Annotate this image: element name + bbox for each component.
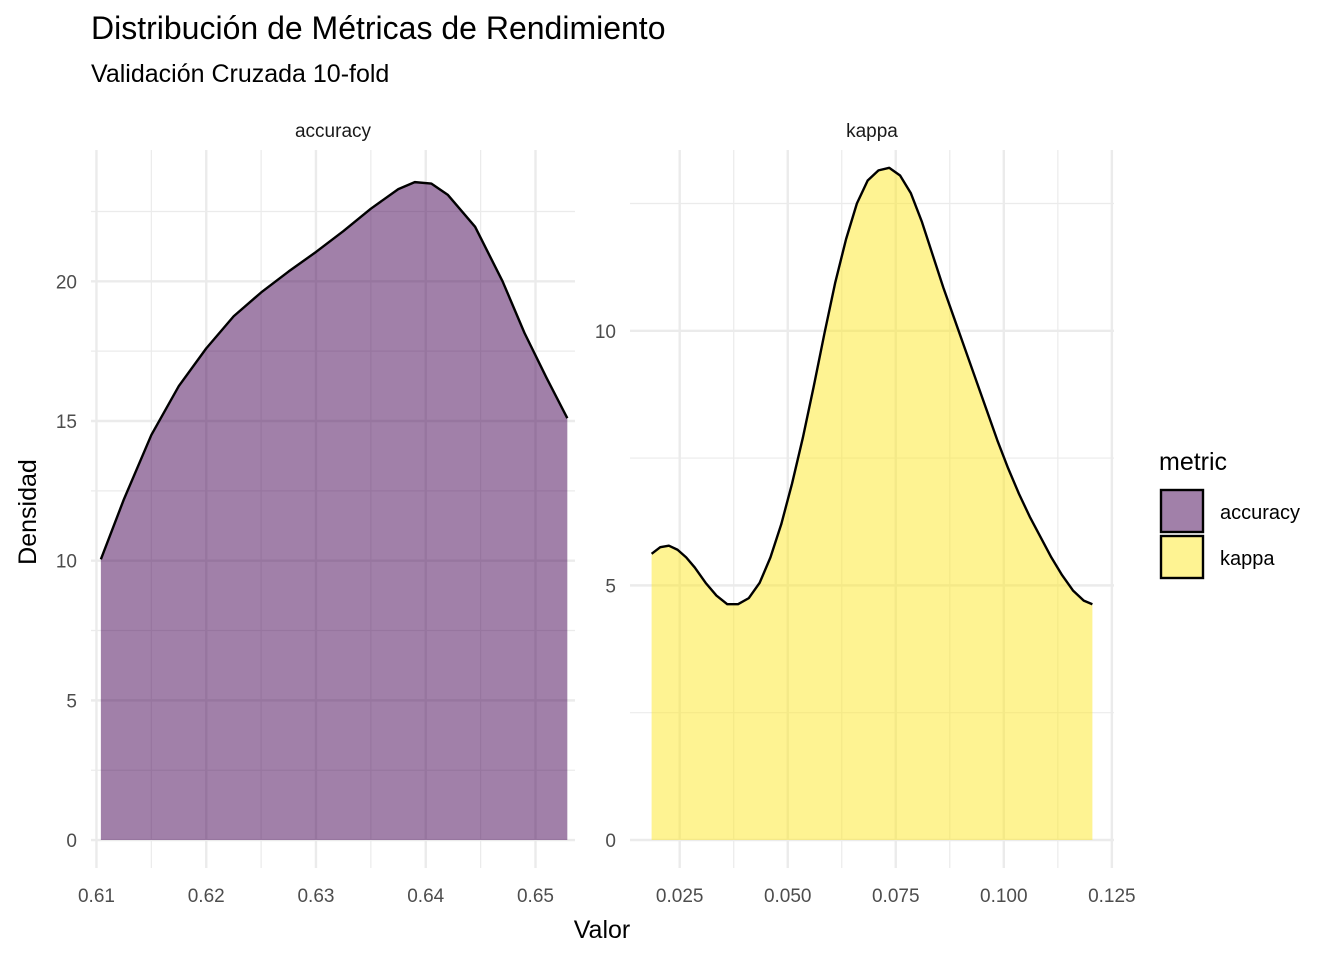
strip-label-accuracy: accuracy [295,121,372,142]
x-tick-label: 0.050 [764,886,812,907]
y-tick-label: 5 [605,576,616,597]
legend-title: metric [1159,448,1227,476]
x-tick-label: 0.64 [407,886,444,907]
legend: metric accuracy kappa [1159,448,1300,580]
y-tick-label: 0 [66,831,77,852]
strip-label-kappa: kappa [846,121,898,142]
panel-kappa: kappa 0.025 0.050 0.075 0.100 0.125 0 5 10 [595,121,1136,907]
density-line-kappa [650,166,1093,606]
y-tick-label: 15 [56,412,77,433]
x-tick-label: 0.61 [78,886,115,907]
legend-item-kappa: kappa [1159,534,1275,580]
y-tick-label: 10 [595,322,616,343]
y-tick-label: 0 [605,831,616,852]
chart-title: Distribución de Métricas de Rendimiento [91,10,666,46]
y-tick-label: 10 [56,552,77,573]
legend-items: accuracy kappa [1159,488,1300,580]
x-axis-label: Valor [574,916,631,944]
legend-key-kappa [1159,534,1205,580]
legend-label-accuracy: accuracy [1220,502,1300,524]
x-tick-label: 0.100 [980,886,1028,907]
y-tick-label: 5 [66,691,77,712]
x-tick-label: 0.075 [872,886,920,907]
panels-group: accuracy 0.61 0.62 0.63 0.64 0.65 0 5 10 15 20 kapp… [56,121,1136,907]
y-tick-label: 20 [56,272,77,293]
density-area-accuracy [100,182,568,841]
chart-subtitle: Validación Cruzada 10-fold [91,60,390,88]
x-tick-label: 0.62 [188,886,225,907]
legend-label-kappa: kappa [1220,548,1275,570]
density-line-accuracy [99,180,569,560]
x-tick-label: 0.63 [297,886,334,907]
legend-key-accuracy [1159,488,1205,534]
legend-item-accuracy: accuracy [1159,488,1300,534]
x-tick-label: 0.65 [517,886,554,907]
panel-accuracy: accuracy 0.61 0.62 0.63 0.64 0.65 0 5 10 15 20 [56,121,575,907]
x-tick-label: 0.125 [1088,886,1136,907]
x-tick-label: 0.025 [656,886,704,907]
density-area-kappa [651,167,1093,840]
y-axis-label: Densidad [14,459,42,565]
